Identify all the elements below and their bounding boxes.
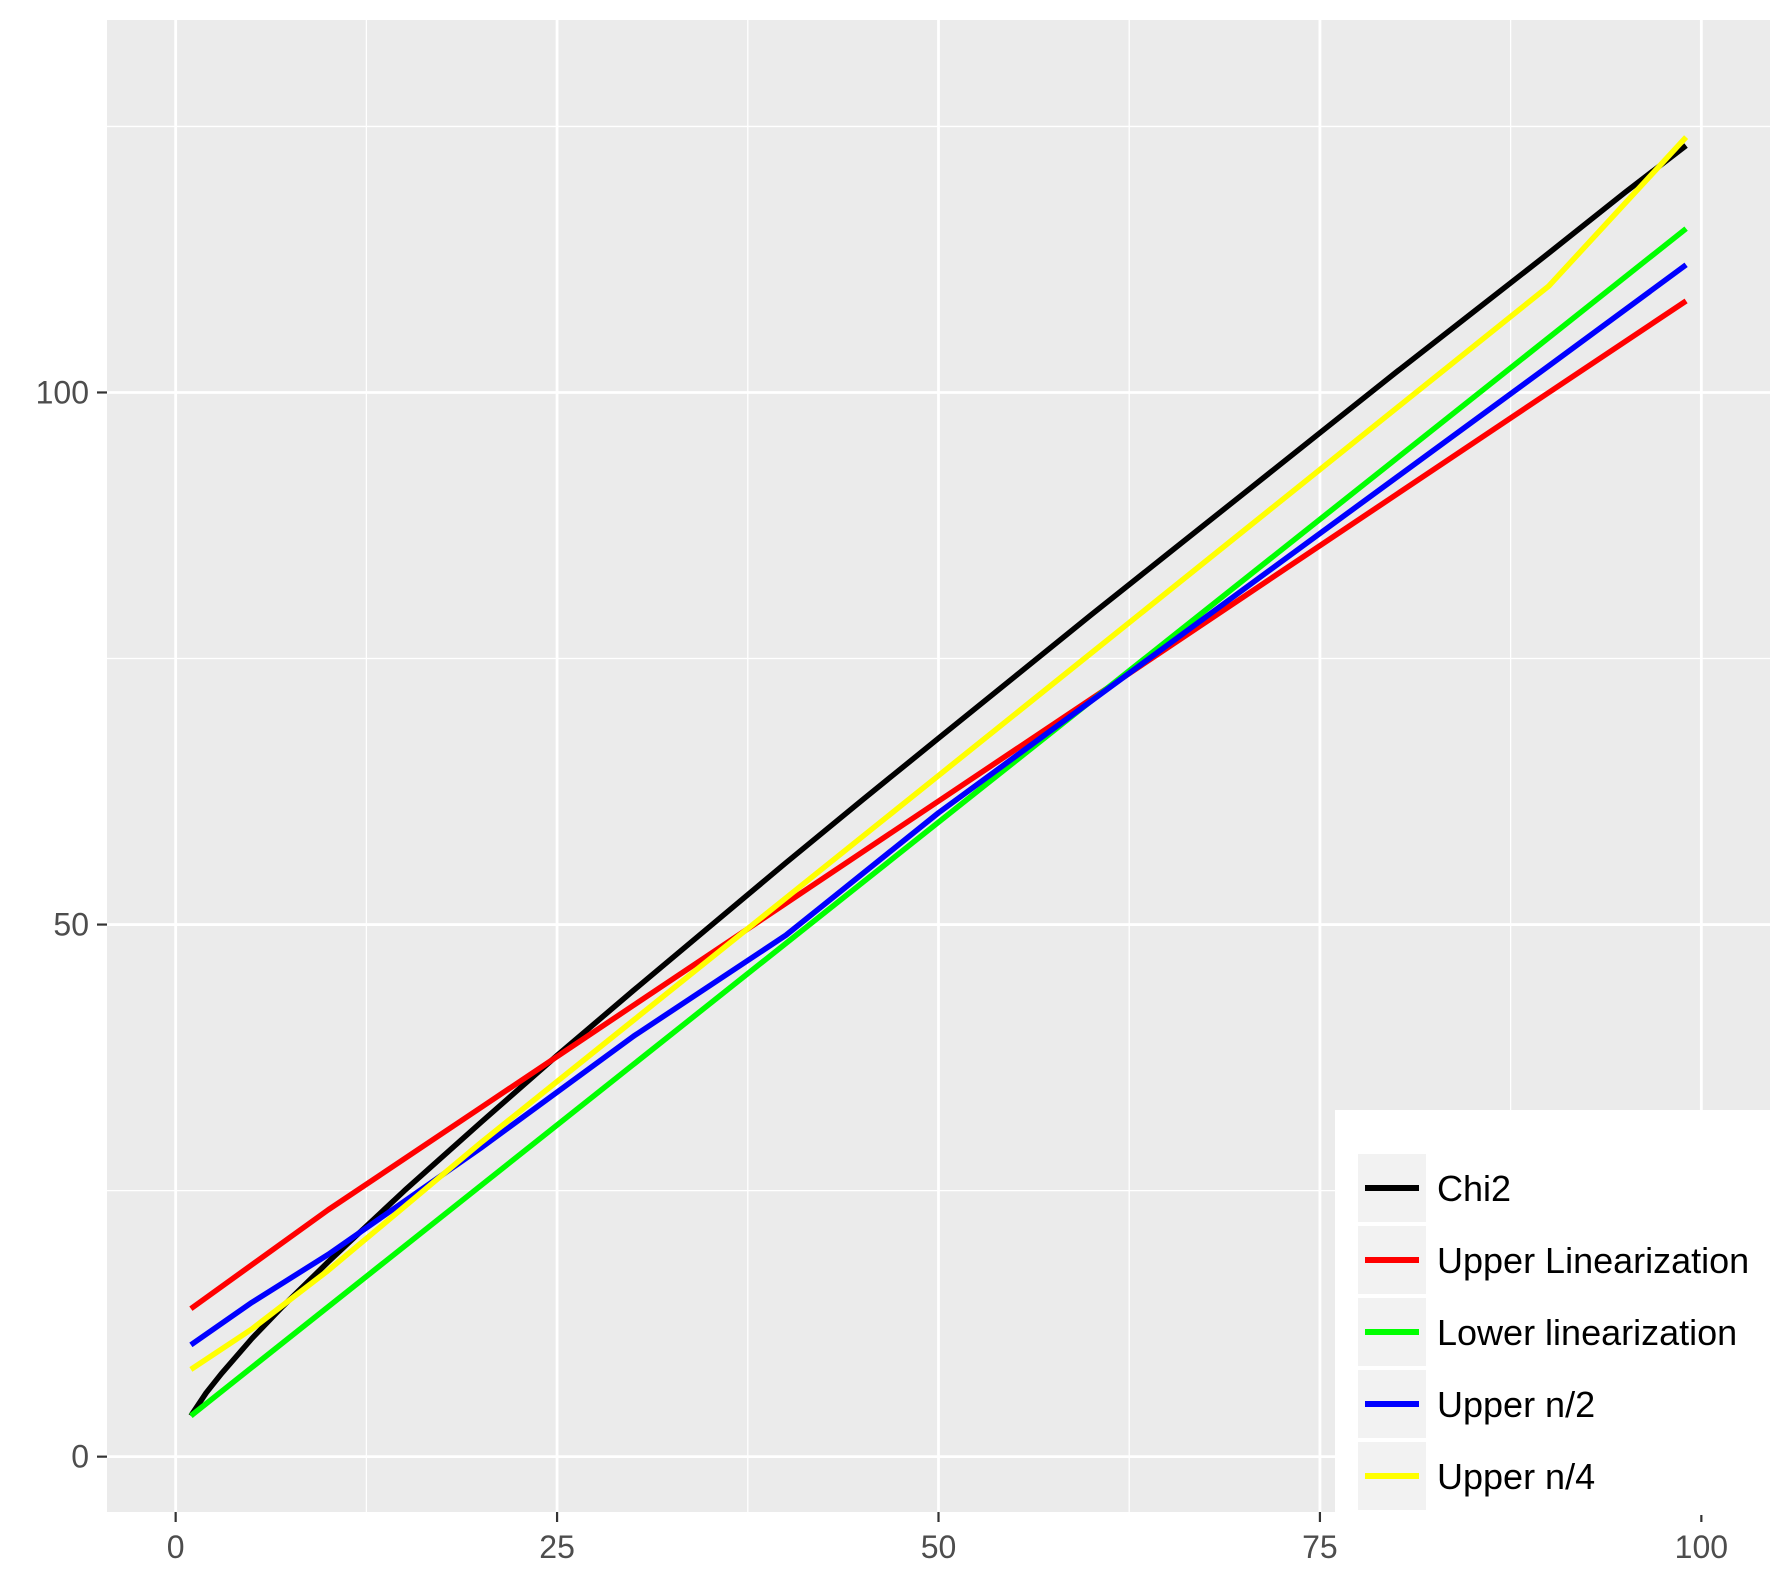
series-line-lower-linearization [189,226,1688,1418]
series-line-upper-n-4 [189,135,1689,1372]
legend-label-lower-linearization: Lower linearization [1437,1312,1737,1353]
series-line-upper-n-2 [189,262,1688,1348]
x-tick-label: 25 [539,1529,575,1565]
y-tick-label: 0 [71,1439,89,1475]
x-tick-label: 0 [167,1529,185,1565]
legend-label-upper-n-2: Upper n/2 [1437,1384,1595,1425]
y-tick-labels: 0 50 100 [36,374,89,1474]
x-tick-label: 75 [1302,1529,1338,1565]
y-tick-label: 100 [36,374,89,410]
legend-label-upper-linearization: Upper Linearization [1437,1240,1749,1281]
legend: Chi2 Upper Linearization Lower linearizati… [1335,1110,1785,1515]
axis-ticks [97,391,1703,1522]
grid-major [107,20,1770,1512]
series-layer [188,135,1689,1418]
legend-label-upper-n-4: Upper n/4 [1437,1456,1595,1497]
x-tick-labels: 0 25 50 75 100 [167,1529,1728,1565]
legend-label-chi2: Chi2 [1437,1168,1511,1209]
x-tick-label: 50 [921,1529,957,1565]
x-tick-label: 100 [1675,1529,1728,1565]
series-line-upper-linearization [189,298,1688,1311]
y-tick-label: 50 [53,907,89,943]
